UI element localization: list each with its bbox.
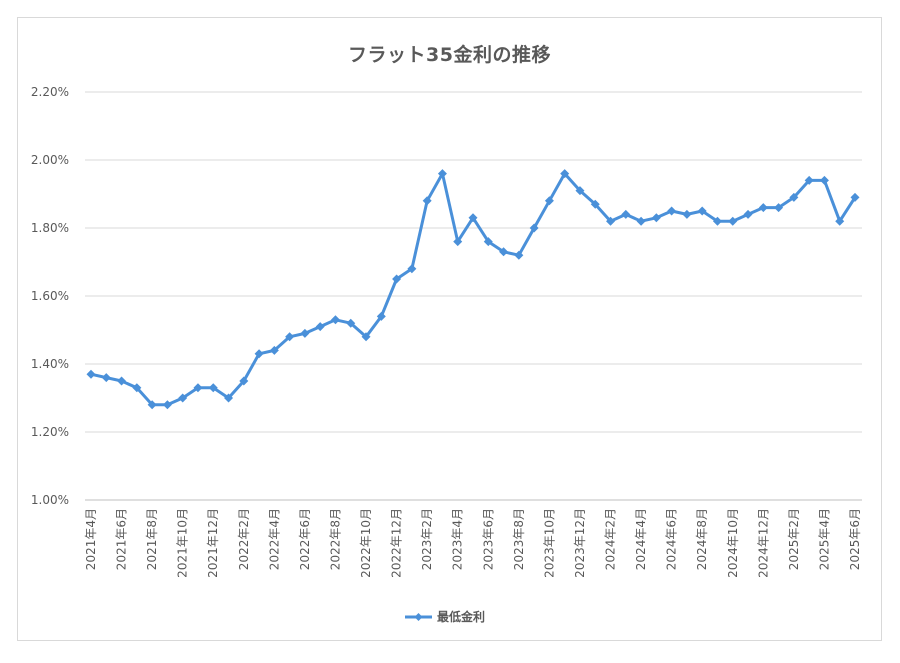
data-point	[453, 237, 463, 247]
data-point	[208, 383, 218, 393]
data-point	[789, 192, 799, 202]
data-point	[667, 206, 677, 216]
x-tick-label: 2022年4月	[267, 508, 281, 570]
data-point	[147, 400, 157, 410]
data-point	[86, 369, 96, 379]
x-tick-label: 2024年6月	[665, 508, 679, 570]
data-point	[468, 213, 478, 223]
data-point	[514, 250, 524, 260]
data-point	[437, 169, 447, 179]
data-point	[712, 216, 722, 226]
x-tick-label: 2021年6月	[115, 508, 129, 570]
x-tick-label: 2022年8月	[328, 508, 342, 570]
data-point	[774, 203, 784, 213]
x-tick-label: 2023年8月	[512, 508, 526, 570]
data-point	[850, 192, 860, 202]
data-point	[575, 186, 585, 196]
data-point	[254, 349, 264, 359]
y-tick-label: 1.20%	[31, 425, 69, 439]
data-point	[224, 393, 234, 403]
chart-title: フラット35金利の推移	[348, 44, 551, 66]
data-point	[804, 175, 814, 185]
data-point	[346, 318, 356, 328]
data-point	[315, 322, 325, 332]
x-tick-label: 2021年4月	[84, 508, 98, 570]
data-point	[499, 247, 509, 257]
data-point	[728, 216, 738, 226]
x-tick-label: 2023年4月	[451, 508, 465, 570]
data-point	[835, 216, 845, 226]
x-tick-label: 2025年6月	[848, 508, 862, 570]
data-point	[819, 175, 829, 185]
data-point	[544, 196, 554, 206]
x-tick-label: 2025年2月	[787, 508, 801, 570]
data-point	[682, 209, 692, 219]
data-point	[407, 264, 417, 274]
data-point	[636, 216, 646, 226]
y-tick-label: 2.20%	[31, 85, 69, 99]
x-tick-label: 2024年8月	[695, 508, 709, 570]
data-point	[392, 274, 402, 284]
data-point	[193, 383, 203, 393]
data-point	[239, 376, 249, 386]
data-point	[743, 209, 753, 219]
data-point	[269, 345, 279, 355]
data-point	[330, 315, 340, 325]
data-point	[621, 209, 631, 219]
data-point	[697, 206, 707, 216]
x-tick-label: 2025年4月	[817, 508, 831, 570]
y-tick-label: 1.40%	[31, 357, 69, 371]
data-point	[483, 237, 493, 247]
y-tick-label: 1.60%	[31, 289, 69, 303]
chart-frame: フラット35金利の推移	[17, 17, 882, 641]
y-tick-label: 2.00%	[31, 153, 69, 167]
legend-marker	[414, 613, 423, 621]
x-tick-label: 2024年10月	[726, 508, 740, 578]
data-point	[422, 196, 432, 206]
x-tick-label: 2024年2月	[604, 508, 618, 570]
x-tick-label: 2022年6月	[298, 508, 312, 570]
x-tick-label: 2021年12月	[206, 508, 220, 578]
data-point	[132, 383, 142, 393]
data-point	[758, 203, 768, 213]
data-point	[178, 393, 188, 403]
x-tick-label: 2024年12月	[756, 508, 770, 578]
data-point	[529, 223, 539, 233]
data-point	[376, 311, 386, 321]
x-tick-label: 2023年2月	[420, 508, 434, 570]
data-point	[590, 199, 600, 209]
y-tick-label: 1.00%	[31, 493, 69, 507]
y-tick-label: 1.80%	[31, 221, 69, 235]
x-tick-label: 2023年12月	[573, 508, 587, 578]
legend-label: 最低金利	[437, 609, 485, 624]
x-tick-label: 2021年8月	[145, 508, 159, 570]
data-point	[117, 376, 127, 386]
x-tick-label: 2022年12月	[390, 508, 404, 578]
data-point	[101, 373, 111, 383]
x-tick-label: 2022年10月	[359, 508, 373, 578]
data-point	[606, 216, 616, 226]
x-tick-label: 2021年10月	[176, 508, 190, 578]
data-point	[285, 332, 295, 342]
series-line	[90, 172, 857, 407]
x-tick-label: 2024年4月	[634, 508, 648, 570]
data-point	[162, 400, 172, 410]
data-point	[560, 169, 570, 179]
data-point	[300, 328, 310, 338]
data-point	[651, 213, 661, 223]
x-tick-label: 2023年6月	[481, 508, 495, 570]
x-tick-label: 2022年2月	[237, 508, 251, 570]
x-tick-label: 2023年10月	[542, 508, 556, 578]
data-point	[361, 332, 371, 342]
